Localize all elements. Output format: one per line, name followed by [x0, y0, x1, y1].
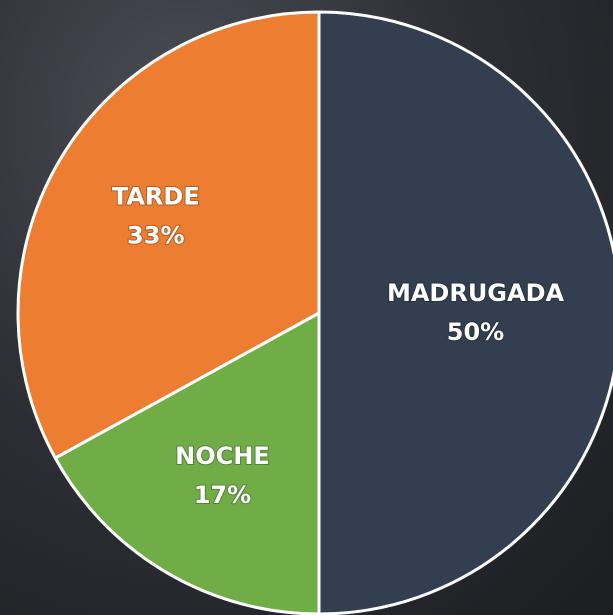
pie-slice — [319, 12, 613, 614]
value-label: 17% — [194, 481, 251, 509]
slice-label: TARDE — [112, 182, 200, 210]
value-label: 50% — [447, 318, 504, 346]
slice-label: MADRUGADA — [387, 279, 565, 307]
value-label: 33% — [127, 221, 184, 249]
slice-label: NOCHE — [175, 442, 270, 470]
page: MADRUGADA50%NOCHE17%TARDE33% (() => { co… — [0, 0, 613, 615]
chart: MADRUGADA 50% NOCHE 17% TARDE 33% — [0, 0, 613, 615]
